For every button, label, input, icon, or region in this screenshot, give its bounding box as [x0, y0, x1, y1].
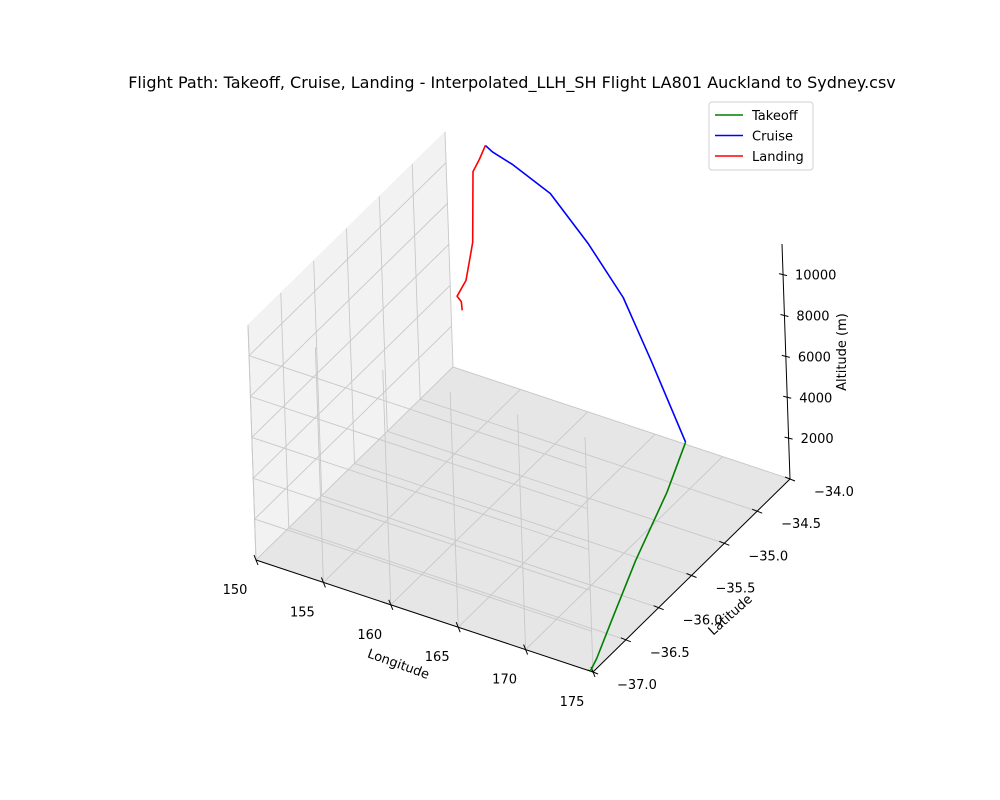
- z-tick-mark: [781, 354, 790, 358]
- axis-panes: [247, 130, 791, 673]
- y-tick-mark: [719, 540, 730, 546]
- x-tick-label: 150: [223, 583, 248, 598]
- z-tick-label: 8000: [796, 310, 829, 325]
- series-landing-line: [456, 145, 487, 311]
- x-tick-mark: [320, 577, 326, 588]
- y-tick-mark: [751, 508, 763, 514]
- y-tick-label: −36.0: [683, 614, 723, 629]
- y-tick-mark: [686, 573, 697, 578]
- legend: Takeoff Cruise Landing: [708, 101, 814, 171]
- y-tick-mark: [620, 637, 632, 643]
- y-tick-mark: [784, 476, 796, 482]
- tick-labels: 150 155 160 165 170 175 −37.0 −36.5 −36.0 −35.5 −3…: [223, 269, 854, 710]
- grid-line-z: [253, 325, 592, 632]
- x-axis-line: [255, 559, 594, 673]
- y-tick-label: −35.0: [748, 549, 788, 564]
- series-takeoff-line: [589, 441, 687, 672]
- x-tick-mark: [455, 622, 461, 633]
- x-tick-label: 160: [357, 628, 382, 643]
- z-tick-label: 2000: [801, 432, 834, 447]
- x-tick-label: 155: [290, 605, 315, 620]
- chart-title: Flight Path: Takeoff, Cruise, Landing - …: [128, 73, 896, 93]
- y-tick-label: −35.5: [716, 582, 756, 597]
- grid-line-y: [444, 131, 791, 480]
- z-tick-label: 4000: [799, 391, 832, 406]
- x-tick-label: 175: [560, 695, 585, 710]
- legend-label: Takeoff: [751, 109, 799, 124]
- z-tick-mark: [780, 314, 789, 318]
- series-lines: [456, 144, 687, 672]
- y-tick-mark: [653, 605, 664, 611]
- y-tick-label: −37.0: [617, 678, 657, 693]
- legend-label: Landing: [752, 150, 804, 165]
- grid-line-y: [280, 292, 626, 641]
- z-tick-mark: [784, 436, 793, 440]
- z-axis-line: [781, 243, 791, 480]
- z-tick-mark: [783, 395, 792, 399]
- x-tick-mark: [388, 599, 394, 610]
- y-tick-label: −34.0: [814, 485, 854, 500]
- legend-box: [708, 101, 814, 171]
- z-tick-mark: [778, 273, 788, 277]
- grid-line-y: [411, 164, 758, 512]
- grid-line-y: [346, 228, 692, 576]
- y-tick-label: −36.5: [650, 646, 690, 661]
- z-tick-label: 6000: [798, 350, 831, 365]
- grid-line-z: [249, 203, 588, 509]
- grid-line-y: [313, 260, 659, 609]
- y-tick-label: −34.5: [781, 517, 821, 532]
- axis-lines: [253, 243, 796, 678]
- grid-line-z: [248, 162, 587, 469]
- z-axis-label: Altitude (m): [835, 313, 850, 391]
- z-tick-label: 10000: [795, 269, 836, 284]
- x-tick-mark: [523, 644, 529, 655]
- x-axis-label: Longitude: [365, 647, 431, 683]
- x-tick-label: 165: [425, 650, 450, 665]
- grid-line-z: [252, 284, 591, 591]
- x-tick-label: 170: [492, 673, 517, 688]
- grid-line-y: [378, 196, 725, 544]
- grid-line-z: [250, 244, 589, 550]
- legend-label: Cruise: [752, 130, 793, 145]
- x-tick-mark: [253, 554, 259, 566]
- series-cruise-line: [484, 144, 687, 443]
